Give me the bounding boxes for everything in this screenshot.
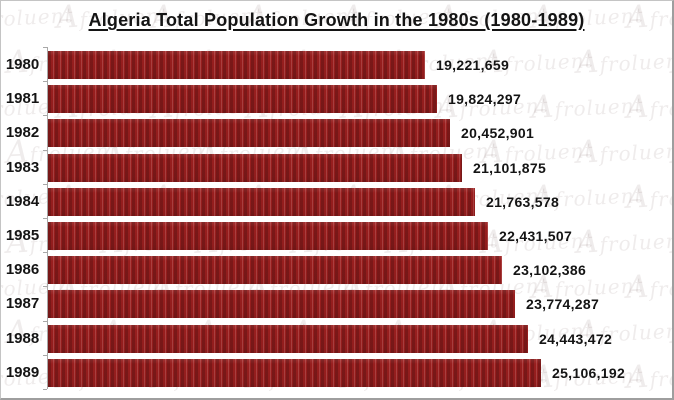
value-label: 20,452,901 [461,125,535,141]
axis-tick [43,47,47,48]
value-label: 21,101,875 [473,160,547,176]
axis-tick [43,355,47,356]
year-label: 1986 [5,261,40,278]
year-label: 1984 [5,193,40,210]
population-bar [48,222,488,250]
year-label: 1989 [5,364,40,381]
year-label: 1980 [5,56,40,73]
axis-tick [43,252,47,253]
population-bar [48,188,475,216]
population-bar [48,85,437,113]
value-label: 23,774,287 [526,296,600,312]
chart-title: Algeria Total Population Growth in the 1… [88,10,585,30]
axis-tick [43,115,47,116]
axis-tick [43,218,47,219]
value-label: 25,106,192 [552,365,626,381]
value-label: 22,431,507 [499,228,573,244]
axis-tick [43,286,47,287]
population-bar [48,359,541,387]
axis-tick [43,81,47,82]
population-bar [48,325,528,353]
year-label: 1987 [5,295,40,312]
population-bar [48,256,502,284]
population-bar [48,154,462,182]
year-label: 1982 [5,124,40,141]
value-label: 21,763,578 [486,194,560,210]
value-label: 19,221,659 [436,57,510,73]
title-area: Algeria Total Population Growth in the 1… [1,10,672,31]
value-label: 24,443,472 [539,331,613,347]
axis-tick [43,389,47,390]
axis-tick [43,321,47,322]
axis-tick [43,150,47,151]
population-bar [48,119,450,147]
year-label: 1985 [5,227,40,244]
value-label: 23,102,386 [513,262,587,278]
y-axis-line [47,47,48,389]
year-label: 1981 [5,90,40,107]
year-label: 1983 [5,159,40,176]
value-label: 19,824,297 [448,91,522,107]
population-bar [48,290,515,318]
population-bar [48,51,425,79]
axis-tick [43,184,47,185]
year-label: 1988 [5,330,40,347]
